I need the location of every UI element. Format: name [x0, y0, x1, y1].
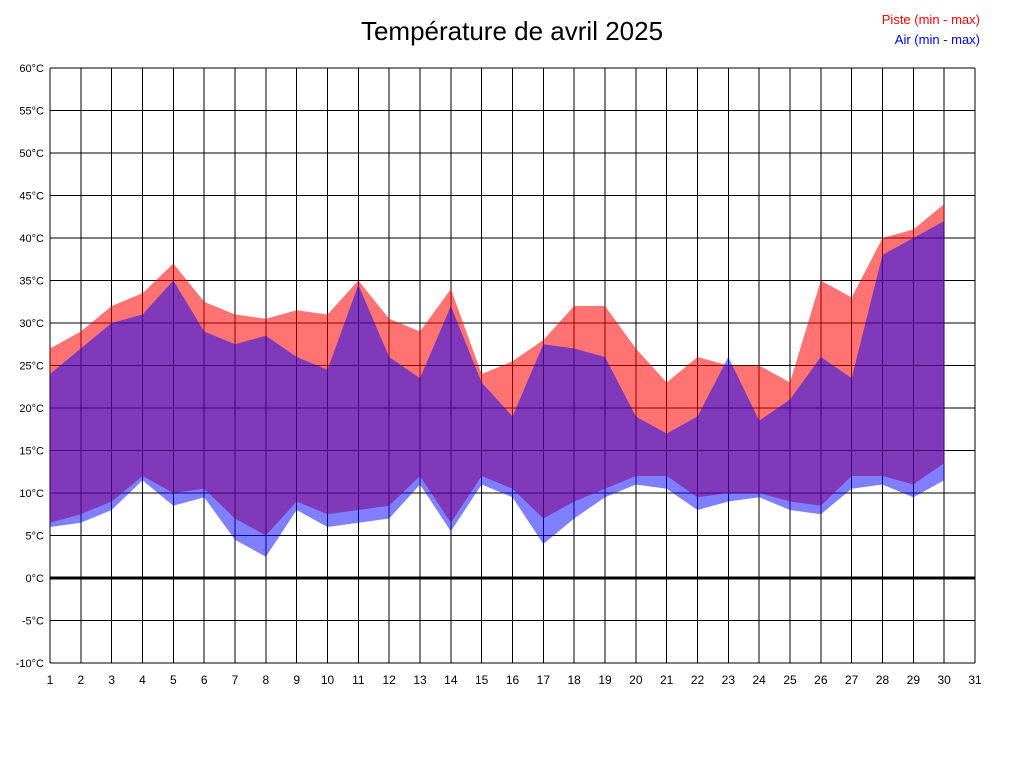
x-tick-label: 18	[567, 673, 581, 687]
y-tick-label: 20°C	[19, 403, 44, 415]
y-tick-label: 60°C	[19, 63, 44, 75]
x-tick-label: 31	[968, 673, 982, 687]
chart-title: Température de avril 2025	[360, 16, 664, 46]
x-tick-label: 13	[413, 673, 427, 687]
air-band	[50, 221, 945, 557]
y-tick-label: 0°C	[26, 573, 45, 585]
x-tick-label: 26	[814, 673, 828, 687]
x-tick-label: 30	[937, 673, 951, 687]
x-tick-label: 29	[907, 673, 921, 687]
x-tick-label: 28	[876, 673, 890, 687]
chart-legend: Piste (min - max) Air (min - max)	[882, 10, 980, 50]
y-tick-label: 40°C	[19, 233, 44, 245]
x-tick-label: 8	[262, 673, 269, 687]
y-tick-label: 30°C	[19, 318, 44, 330]
y-tick-label: -10°C	[16, 658, 44, 670]
x-tick-label: 22	[691, 673, 705, 687]
legend-air-label: Air (min - max)	[894, 32, 980, 47]
x-tick-label: 20	[629, 673, 643, 687]
x-tick-label: 16	[506, 673, 520, 687]
y-tick-label: -5°C	[22, 616, 44, 628]
y-tick-label: 15°C	[19, 446, 44, 458]
x-tick-label: 4	[139, 673, 146, 687]
x-tick-label: 19	[598, 673, 612, 687]
x-tick-label: 27	[845, 673, 859, 687]
x-tick-label: 7	[232, 673, 239, 687]
x-tick-label: 10	[321, 673, 335, 687]
x-tick-label: 24	[752, 673, 766, 687]
x-tick-label: 6	[201, 673, 208, 687]
x-tick-label: 21	[660, 673, 674, 687]
x-tick-label: 15	[475, 673, 489, 687]
x-tick-label: 17	[537, 673, 551, 687]
x-tick-label: 14	[444, 673, 458, 687]
x-tick-label: 11	[352, 673, 365, 687]
y-tick-label: 35°C	[19, 276, 44, 288]
y-tick-label: 25°C	[19, 361, 44, 373]
x-tick-label: 5	[170, 673, 177, 687]
y-tick-label: 55°C	[19, 106, 44, 118]
y-tick-label: 5°C	[26, 531, 45, 543]
y-tick-label: 50°C	[19, 148, 44, 160]
x-tick-label: 1	[47, 673, 54, 687]
x-tick-label: 12	[382, 673, 396, 687]
x-tick-label: 3	[108, 673, 115, 687]
legend-piste-label: Piste (min - max)	[881, 12, 980, 27]
x-tick-label: 2	[77, 673, 84, 687]
x-tick-label: 23	[722, 673, 736, 687]
y-tick-label: 10°C	[19, 488, 44, 500]
x-tick-label: 9	[293, 673, 300, 687]
y-tick-label: 45°C	[19, 191, 44, 203]
x-tick-label: 25	[783, 673, 797, 687]
